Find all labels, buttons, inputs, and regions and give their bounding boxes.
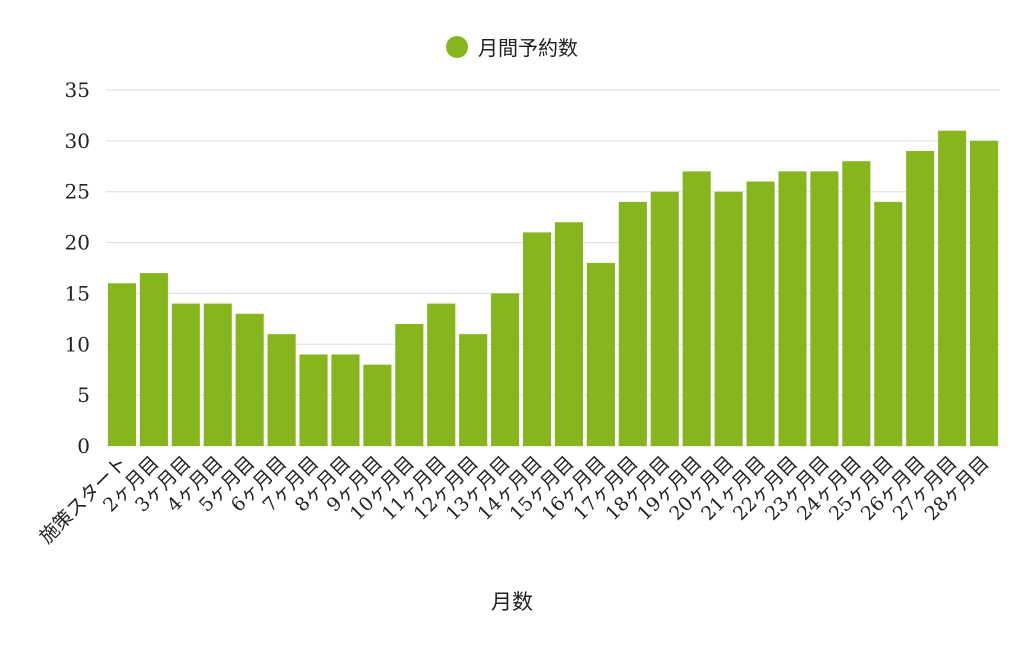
y-tick-label: 20: [65, 231, 90, 255]
bar: [746, 181, 775, 447]
bar: [267, 334, 296, 446]
y-tick-label: 25: [65, 180, 90, 204]
bar: [969, 140, 999, 447]
bar: [203, 303, 232, 446]
bar: [778, 171, 807, 446]
bar: [139, 273, 168, 446]
y-tick-label: 0: [77, 434, 90, 458]
bar: [363, 364, 392, 446]
bar: [586, 262, 615, 446]
bar: [906, 151, 935, 446]
y-tick-label: 15: [65, 281, 90, 305]
x-axis-title: 月数: [491, 590, 533, 614]
bar: [810, 171, 839, 446]
bar: [650, 191, 679, 446]
bar: [171, 303, 200, 446]
legend-label: 月間予約数: [478, 36, 578, 60]
bar: [938, 130, 967, 446]
y-tick-label: 10: [65, 332, 90, 356]
legend: 月間予約数: [0, 32, 1024, 61]
bar: [107, 283, 137, 446]
bar: [714, 191, 743, 446]
bar: [682, 171, 711, 446]
bar: [491, 293, 520, 446]
y-tick-label: 30: [65, 129, 90, 153]
bar: [395, 323, 424, 446]
bar: [618, 201, 647, 446]
y-tick-label: 35: [65, 78, 90, 102]
bar: [299, 354, 328, 446]
bar: [842, 161, 871, 446]
bar: [459, 334, 488, 446]
bar: [874, 201, 903, 446]
bar: [554, 222, 584, 446]
bar: [235, 313, 264, 446]
bar: [427, 303, 456, 446]
bar: [331, 354, 360, 446]
legend-swatch: [446, 36, 468, 58]
bar: [522, 232, 552, 446]
y-tick-label: 5: [77, 383, 90, 407]
